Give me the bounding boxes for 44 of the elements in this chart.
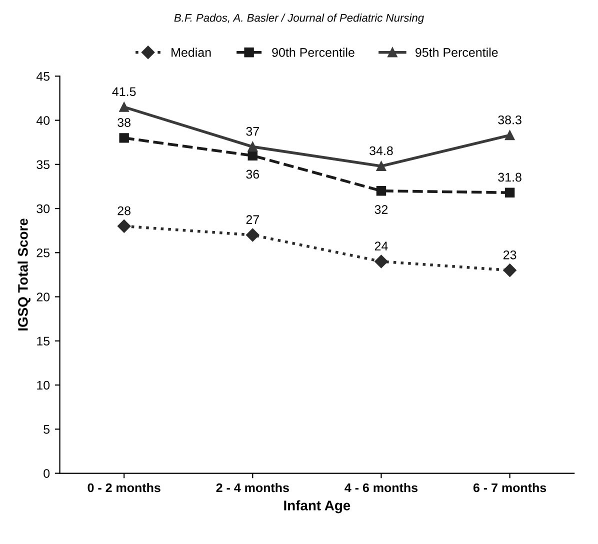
point xyxy=(248,150,258,160)
data-label: 31.8 xyxy=(498,172,522,182)
x-tick-label: 0 - 2 months xyxy=(88,483,160,492)
legend-label: 95th Percentile xyxy=(416,48,498,57)
y-tick-label: 10 xyxy=(37,380,50,390)
y-axis-title: IGSQ Total Score xyxy=(18,218,30,330)
point xyxy=(376,161,386,172)
x-tick-label: 2 - 4 months xyxy=(216,483,289,492)
point xyxy=(504,188,515,198)
data-label: 34.8 xyxy=(370,146,393,156)
point xyxy=(376,186,386,196)
data-label: 36 xyxy=(246,170,260,179)
data-label: 41.5 xyxy=(112,87,136,96)
legend-label: Median xyxy=(172,48,211,57)
y-tick-label: 15 xyxy=(37,336,50,346)
y-tick-label: 30 xyxy=(36,204,50,214)
data-label: 37 xyxy=(246,126,259,136)
y-tick-label: 5 xyxy=(44,425,50,434)
data-label: 23 xyxy=(503,250,516,260)
point xyxy=(374,254,388,268)
point xyxy=(246,228,260,242)
y-tick-label: 45 xyxy=(36,72,50,81)
data-label: 38 xyxy=(118,118,130,127)
y-tick-label: 0 xyxy=(44,469,50,478)
data-label: 38.3 xyxy=(498,115,522,124)
x-axis-title: Infant Age xyxy=(284,500,350,514)
point xyxy=(248,142,258,152)
point xyxy=(117,220,131,233)
y-tick-label: 25 xyxy=(36,248,50,258)
y-tick-label: 35 xyxy=(36,160,50,170)
data-label: 28 xyxy=(118,206,130,216)
point xyxy=(504,130,515,140)
y-tick-label: 20 xyxy=(36,292,50,302)
data-label: 27 xyxy=(246,215,259,224)
point xyxy=(119,133,129,143)
y-tick-label: 40 xyxy=(36,116,50,125)
legend-label: 90th Percentile xyxy=(272,48,354,57)
point xyxy=(503,264,516,277)
data-label: 24 xyxy=(374,242,388,250)
x-tick-label: 4 - 6 months xyxy=(344,483,418,492)
text: B.F. Pados, A. Basler / Journal of Pediatric Nursing xyxy=(174,14,424,24)
point xyxy=(119,102,129,112)
data-label: 32 xyxy=(374,205,388,214)
x-tick-label: 6 - 7 months xyxy=(473,483,546,492)
